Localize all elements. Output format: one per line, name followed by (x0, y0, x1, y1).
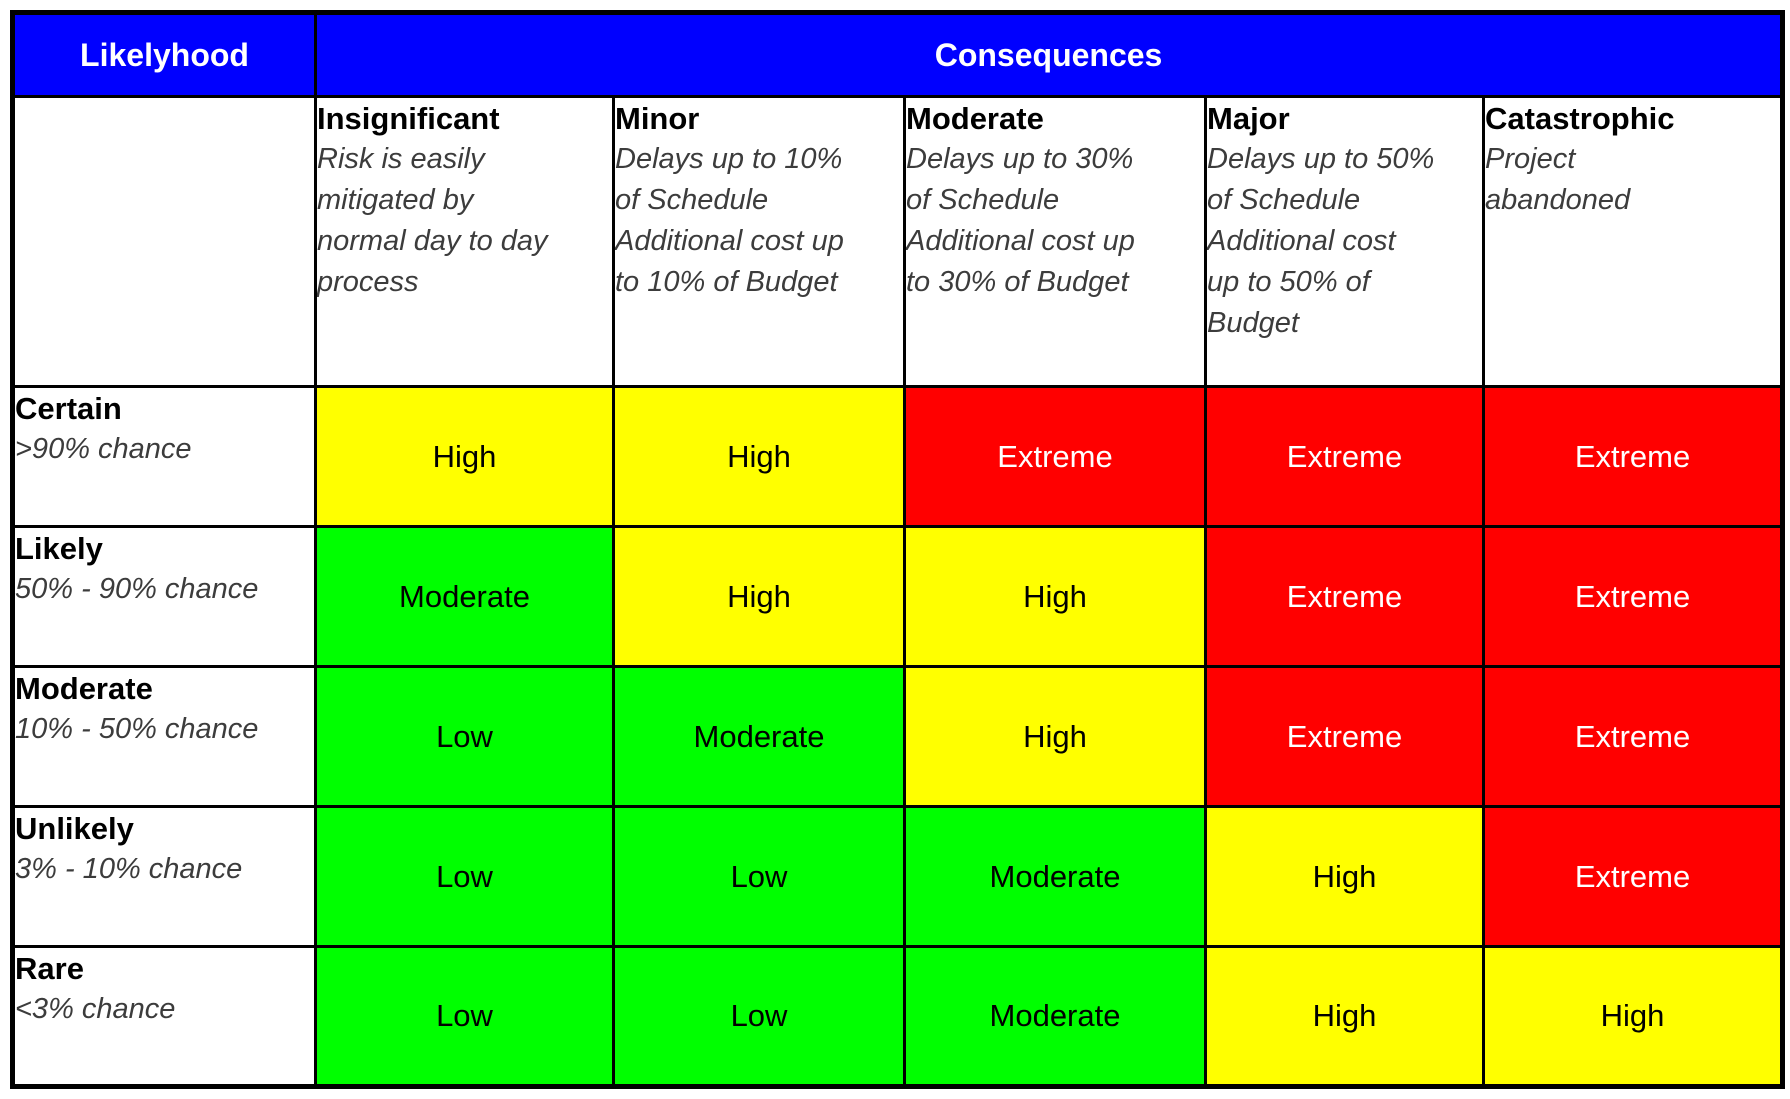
risk-cell-moderate-insignificant: Low (314, 665, 615, 808)
row-title: Moderate (15, 671, 153, 706)
column-description: Risk is easily mitigated by normal day t… (317, 143, 548, 298)
risk-cell-likely-minor: High (612, 525, 906, 668)
column-title: Minor (615, 101, 700, 136)
column-description: Delays up to 10% of Schedule Additional … (615, 143, 844, 298)
column-title: Insignificant (317, 101, 500, 136)
corner-cell (11, 95, 317, 388)
matrix-row-rare: Rare <3% chance Low Low Moderate High Hi… (11, 945, 1785, 1088)
matrix-row-moderate: Moderate 10% - 50% chance Low Moderate H… (11, 665, 1785, 808)
row-title: Rare (15, 951, 84, 986)
risk-cell-unlikely-moderate: Moderate (903, 805, 1207, 948)
risk-cell-rare-catastrophic: High (1481, 945, 1785, 1088)
risk-cell-unlikely-minor: Low (612, 805, 906, 948)
risk-cell-certain-major: Extreme (1204, 385, 1485, 528)
matrix-row-unlikely: Unlikely 3% - 10% chance Low Low Moderat… (11, 805, 1785, 948)
row-title: Certain (15, 391, 122, 426)
column-header-catastrophic: Catastrophic Project abandoned (1481, 95, 1785, 388)
risk-cell-moderate-minor: Moderate (612, 665, 906, 808)
column-description: Project abandoned (1485, 143, 1631, 216)
matrix-row-certain: Certain >90% chance High High Extreme Ex… (11, 385, 1785, 528)
risk-cell-rare-insignificant: Low (314, 945, 615, 1088)
column-title: Moderate (906, 101, 1044, 136)
row-header-certain: Certain >90% chance (11, 385, 317, 528)
row-header-likely: Likely 50% - 90% chance (11, 525, 317, 668)
risk-cell-likely-insignificant: Moderate (314, 525, 615, 668)
risk-cell-rare-moderate: Moderate (903, 945, 1207, 1088)
row-header-moderate: Moderate 10% - 50% chance (11, 665, 317, 808)
risk-cell-rare-major: High (1204, 945, 1485, 1088)
column-description: Delays up to 50% of Schedule Additional … (1207, 143, 1435, 339)
risk-cell-rare-minor: Low (612, 945, 906, 1088)
risk-cell-certain-catastrophic: Extreme (1481, 385, 1785, 528)
risk-cell-certain-minor: High (612, 385, 906, 528)
risk-cell-likely-moderate: High (903, 525, 1207, 668)
row-header-rare: Rare <3% chance (11, 945, 317, 1088)
row-description: 10% - 50% chance (15, 713, 259, 745)
likelihood-header: Likelyhood (11, 11, 317, 98)
column-header-moderate: Moderate Delays up to 30% of Schedule Ad… (903, 95, 1207, 388)
row-title: Likely (15, 531, 103, 566)
row-description: 3% - 10% chance (15, 853, 243, 885)
column-headers-row: Insignificant Risk is easily mitigated b… (11, 95, 1785, 388)
risk-cell-moderate-catastrophic: Extreme (1481, 665, 1785, 808)
column-header-minor: Minor Delays up to 10% of Schedule Addit… (612, 95, 906, 388)
risk-cell-certain-moderate: Extreme (903, 385, 1207, 528)
risk-cell-moderate-moderate: High (903, 665, 1207, 808)
row-description: 50% - 90% chance (15, 573, 259, 605)
risk-cell-unlikely-catastrophic: Extreme (1481, 805, 1785, 948)
row-title: Unlikely (15, 811, 134, 846)
row-header-unlikely: Unlikely 3% - 10% chance (11, 805, 317, 948)
risk-cell-likely-major: Extreme (1204, 525, 1485, 668)
row-description: >90% chance (15, 433, 192, 465)
column-header-major: Major Delays up to 50% of Schedule Addit… (1204, 95, 1485, 388)
row-description: <3% chance (15, 993, 176, 1025)
risk-cell-certain-insignificant: High (314, 385, 615, 528)
risk-cell-unlikely-insignificant: Low (314, 805, 615, 948)
risk-cell-unlikely-major: High (1204, 805, 1485, 948)
column-title: Catastrophic (1485, 101, 1675, 136)
header-band-row: Likelyhood Consequences (11, 11, 1785, 98)
risk-cell-likely-catastrophic: Extreme (1481, 525, 1785, 668)
column-title: Major (1207, 101, 1290, 136)
column-header-insignificant: Insignificant Risk is easily mitigated b… (314, 95, 615, 388)
risk-cell-moderate-major: Extreme (1204, 665, 1485, 808)
matrix-row-likely: Likely 50% - 90% chance Moderate High Hi… (11, 525, 1785, 668)
column-description: Delays up to 30% of Schedule Additional … (906, 143, 1135, 298)
consequences-header: Consequences (313, 11, 1785, 98)
risk-matrix-table: Likelyhood Consequences Insignificant Ri… (10, 10, 1786, 1089)
